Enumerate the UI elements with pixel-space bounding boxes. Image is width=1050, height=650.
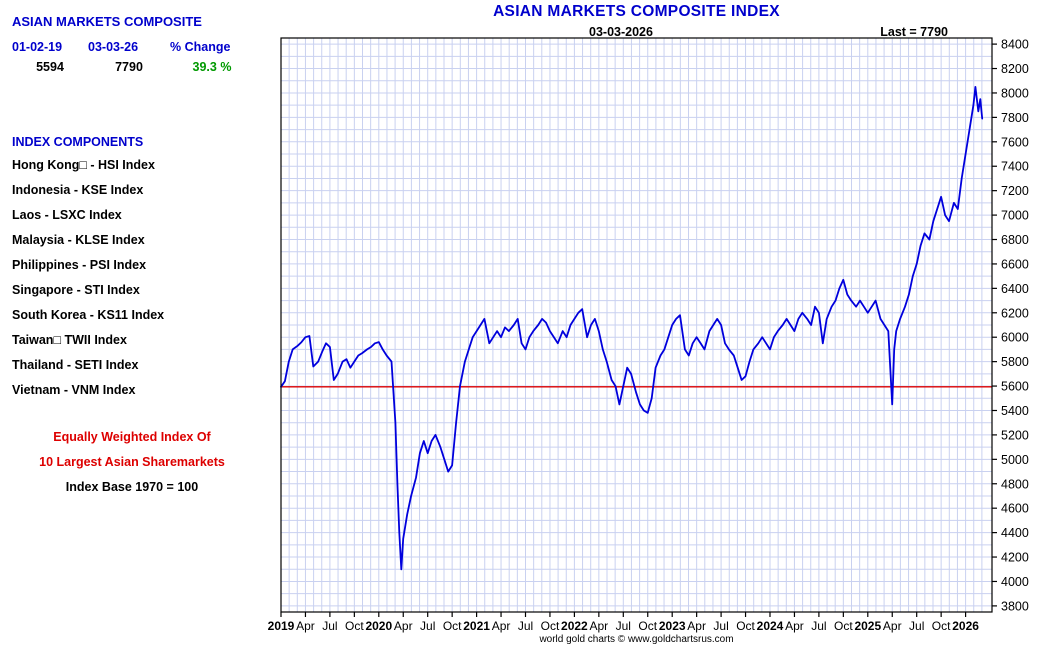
- svg-text:5000: 5000: [1001, 453, 1029, 467]
- svg-text:2022: 2022: [561, 619, 588, 633]
- svg-text:4400: 4400: [1001, 526, 1029, 540]
- component-item: Philippines - PSI Index: [12, 258, 147, 272]
- svg-text:2025: 2025: [854, 619, 881, 633]
- component-item: Malaysia - KLSE Index: [12, 233, 145, 247]
- component-item: Indonesia - KSE Index: [12, 183, 144, 197]
- end-value: 7790: [115, 60, 143, 74]
- svg-text:5600: 5600: [1001, 380, 1029, 394]
- svg-text:7200: 7200: [1001, 184, 1029, 198]
- svg-text:Oct: Oct: [345, 619, 364, 633]
- svg-text:Jul: Jul: [420, 619, 435, 633]
- svg-text:Jul: Jul: [811, 619, 826, 633]
- change-value-row: 5594 7790 39.3 %: [12, 60, 254, 74]
- start-date-label: 01-02-19: [12, 40, 63, 54]
- weighting-note-line2: 10 Largest Asian Sharemarkets: [39, 455, 225, 469]
- svg-text:6800: 6800: [1001, 233, 1029, 247]
- svg-text:Jul: Jul: [322, 619, 337, 633]
- svg-text:Apr: Apr: [296, 619, 315, 633]
- svg-text:2024: 2024: [757, 619, 784, 633]
- start-value: 5594: [36, 60, 64, 74]
- svg-text:Oct: Oct: [443, 619, 462, 633]
- last-value-label: Last = 7790: [880, 25, 948, 39]
- end-date-label: 03-03-26: [88, 40, 139, 54]
- svg-text:Apr: Apr: [687, 619, 706, 633]
- components-list: Hong Kong□ - HSI Index Indonesia - KSE In…: [12, 153, 164, 403]
- component-item: Taiwan□ TWII Index: [12, 333, 127, 347]
- panel-title: ASIAN MARKETS COMPOSITE: [12, 14, 202, 29]
- svg-text:6000: 6000: [1001, 331, 1029, 345]
- svg-text:8400: 8400: [1001, 38, 1029, 52]
- svg-text:8000: 8000: [1001, 86, 1029, 100]
- component-item: Vietnam - VNM Index: [12, 383, 136, 397]
- svg-text:6400: 6400: [1001, 282, 1029, 296]
- svg-text:4800: 4800: [1001, 477, 1029, 491]
- svg-text:Apr: Apr: [492, 619, 511, 633]
- chart-date-label: 03-03-2026: [589, 25, 653, 39]
- svg-text:4000: 4000: [1001, 575, 1029, 589]
- svg-text:8200: 8200: [1001, 62, 1029, 76]
- svg-text:Oct: Oct: [541, 619, 560, 633]
- chart-title: ASIAN MARKETS COMPOSITE INDEX: [493, 3, 780, 20]
- svg-text:Apr: Apr: [785, 619, 804, 633]
- pct-change-value: 39.3 %: [192, 60, 232, 74]
- copyright-footer: world gold charts © www.goldchartsrus.co…: [539, 634, 734, 645]
- svg-text:Jul: Jul: [713, 619, 728, 633]
- svg-text:Apr: Apr: [883, 619, 902, 633]
- index-base-note: Index Base 1970 = 100: [65, 480, 199, 494]
- svg-text:3800: 3800: [1001, 599, 1029, 613]
- component-item: Singapore - STI Index: [12, 283, 140, 297]
- svg-text:Oct: Oct: [736, 619, 755, 633]
- svg-text:7600: 7600: [1001, 135, 1029, 149]
- svg-text:Jul: Jul: [518, 619, 533, 633]
- pct-change-label: % Change: [170, 40, 231, 54]
- svg-text:7000: 7000: [1001, 209, 1029, 223]
- svg-text:5800: 5800: [1001, 355, 1029, 369]
- svg-text:7400: 7400: [1001, 160, 1029, 174]
- svg-text:Oct: Oct: [834, 619, 853, 633]
- svg-text:7800: 7800: [1001, 111, 1029, 125]
- change-header-row: 01-02-19 03-03-26 % Change: [12, 40, 254, 54]
- svg-text:2019: 2019: [268, 619, 295, 633]
- component-item: Laos - LSXC Index: [12, 208, 122, 222]
- svg-text:2021: 2021: [463, 619, 490, 633]
- svg-text:Oct: Oct: [932, 619, 951, 633]
- component-item: Thailand - SETI Index: [12, 358, 139, 372]
- svg-text:6200: 6200: [1001, 306, 1029, 320]
- svg-text:2020: 2020: [365, 619, 392, 633]
- svg-text:4600: 4600: [1001, 502, 1029, 516]
- svg-text:Jul: Jul: [616, 619, 631, 633]
- svg-text:Jul: Jul: [909, 619, 924, 633]
- component-item: Hong Kong□ - HSI Index: [12, 158, 155, 172]
- svg-text:Apr: Apr: [394, 619, 413, 633]
- components-title: INDEX COMPONENTS: [12, 135, 144, 149]
- svg-text:2023: 2023: [659, 619, 686, 633]
- svg-text:Oct: Oct: [638, 619, 657, 633]
- svg-text:4200: 4200: [1001, 551, 1029, 565]
- svg-text:Apr: Apr: [590, 619, 609, 633]
- svg-text:6600: 6600: [1001, 257, 1029, 271]
- svg-text:2026: 2026: [952, 619, 979, 633]
- weighting-note-line1: Equally Weighted Index Of: [53, 430, 211, 444]
- svg-text:5200: 5200: [1001, 428, 1029, 442]
- component-item: South Korea - KS11 Index: [12, 308, 165, 322]
- svg-text:5400: 5400: [1001, 404, 1029, 418]
